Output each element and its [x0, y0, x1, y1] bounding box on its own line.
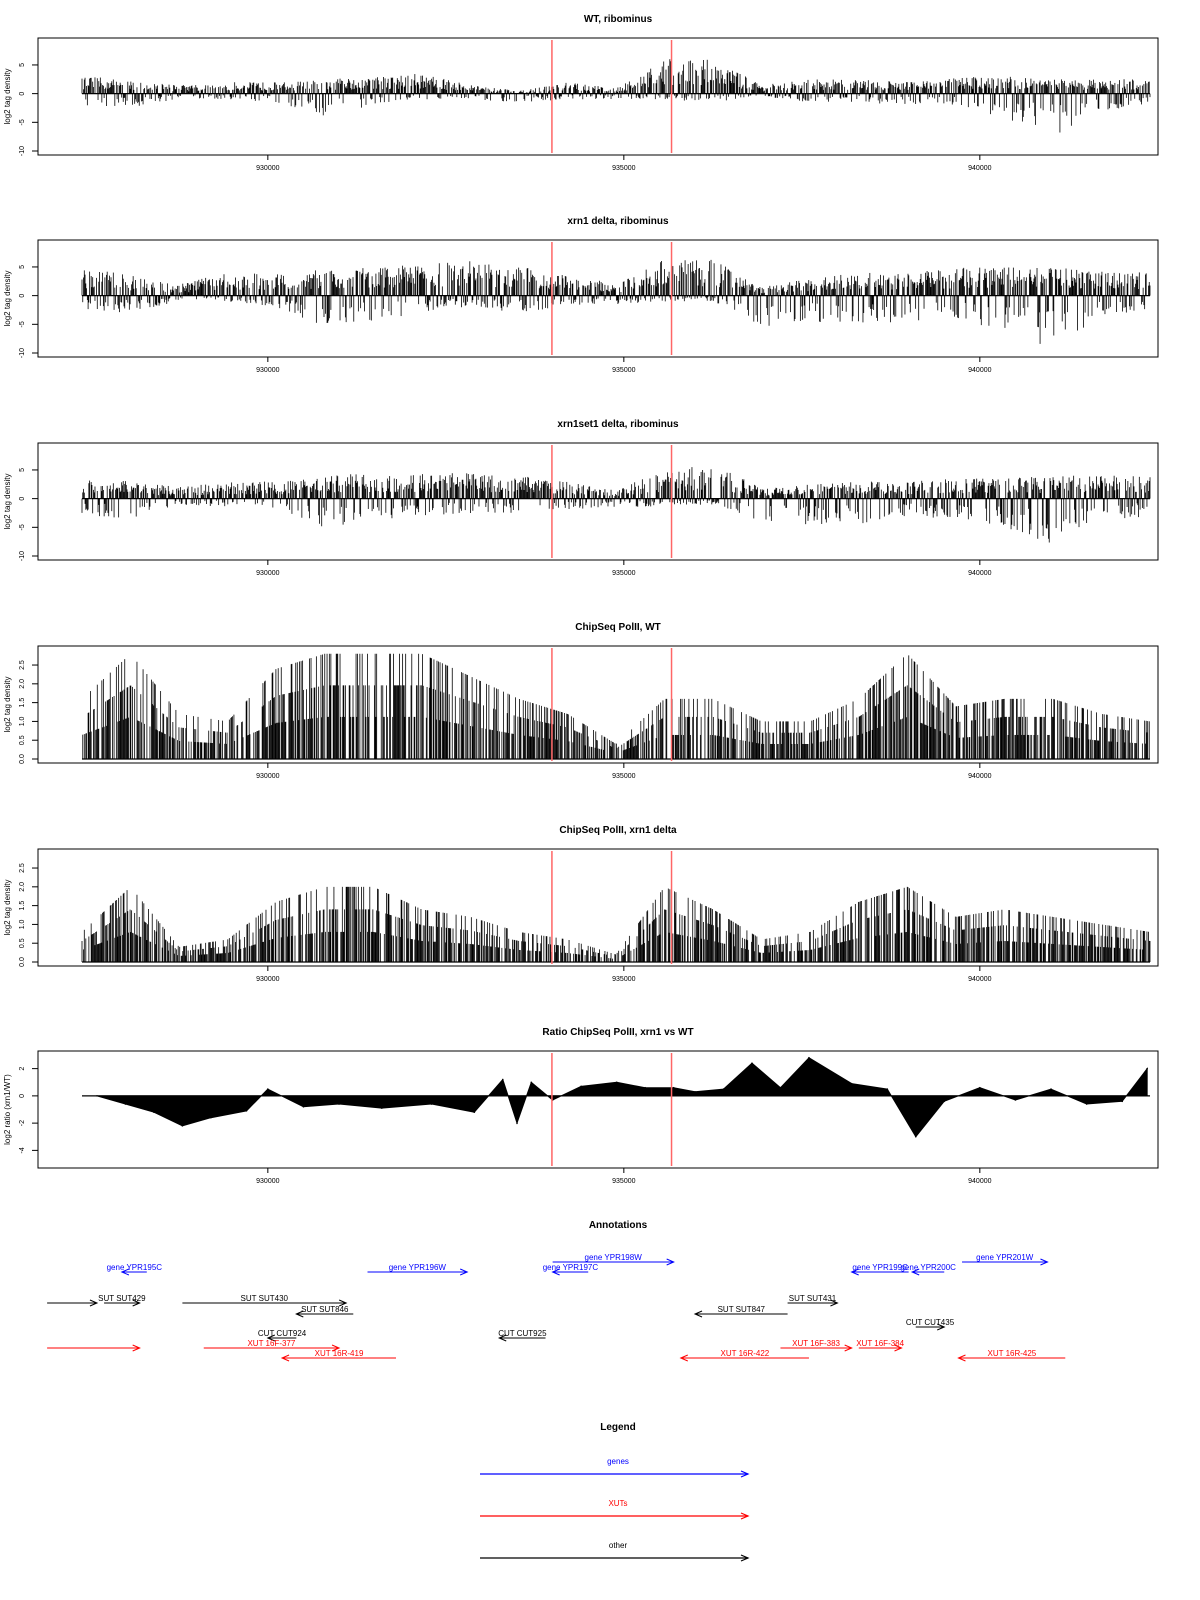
chart-title: ChipSeq PolII, WT [575, 622, 661, 633]
x-tick-label: 940000 [968, 367, 991, 374]
bar-series [81, 59, 1151, 133]
bar-series [81, 467, 1151, 543]
x-tick-label: 940000 [968, 165, 991, 172]
plot-frame [37, 442, 1159, 561]
x-tick-label: 935000 [612, 773, 635, 780]
x-tick-label: 930000 [256, 570, 279, 577]
y-tick-label: 5 [19, 63, 26, 67]
y-tick-label: 2.5 [19, 863, 26, 873]
y-tick-label: -5 [19, 321, 26, 327]
x-tick-label: 930000 [256, 976, 279, 983]
plot-frame [37, 37, 1159, 156]
chart-title: WT, ribominus [584, 14, 653, 25]
chart-panel-3: ChipSeq PolII, WT 0.0 0.5 1.0 1.5 2.0 2.5 log2 … [3, 622, 1159, 780]
y-axis-label: log2 tag density [3, 270, 12, 326]
y-tick-label: 1.0 [19, 919, 26, 929]
x-tick-label: 940000 [968, 976, 991, 983]
plot-frame [37, 645, 1159, 764]
y-tick-label: 0 [19, 497, 26, 501]
y-tick-label: -10 [19, 146, 26, 156]
x-tick-label: 930000 [256, 165, 279, 172]
y-tick-label: 0 [19, 92, 26, 96]
chart-panel-0: WT, ribominus -10 -5 0 5 log2 tag density 9300… [3, 14, 1159, 172]
y-axis-label: log2 tag density [3, 879, 12, 935]
x-tick-label: 935000 [612, 976, 635, 983]
chart-title: ChipSeq PolII, xrn1 delta [559, 825, 677, 836]
x-tick-label: 930000 [256, 773, 279, 780]
bar-series [82, 653, 1150, 759]
chart-title: xrn1 delta, ribominus [567, 216, 669, 227]
y-tick-label: 5 [19, 468, 26, 472]
chart-panel-2: xrn1set1 delta, ribominus -10 -5 0 5 log2 tag… [3, 419, 1159, 577]
y-tick-label: 0.5 [19, 735, 26, 745]
bar-series [81, 886, 1151, 962]
y-axis-label: log2 tag density [3, 473, 12, 529]
y-tick-label: -5 [19, 524, 26, 530]
plot-frame [37, 239, 1159, 358]
y-tick-label: 2.0 [19, 882, 26, 892]
x-tick-label: 935000 [612, 367, 635, 374]
y-tick-label: 1.5 [19, 698, 26, 708]
x-tick-label: 940000 [968, 570, 991, 577]
y-tick-label: 2.5 [19, 660, 26, 670]
y-tick-label: 0.0 [19, 754, 26, 764]
x-tick-label: 935000 [612, 165, 635, 172]
x-tick-label: 930000 [256, 367, 279, 374]
plot-frame [37, 848, 1159, 967]
y-axis-label: log2 tag density [3, 68, 12, 124]
y-tick-label: 2.0 [19, 679, 26, 689]
y-tick-label: 0 [19, 294, 26, 298]
y-tick-label: 0.0 [19, 957, 26, 967]
y-tick-label: -10 [19, 551, 26, 561]
y-tick-label: 1.5 [19, 901, 26, 911]
y-axis-label: log2 tag density [3, 676, 12, 732]
bar-series [81, 259, 1151, 344]
x-tick-label: 935000 [612, 570, 635, 577]
chart-panel-4: ChipSeq PolII, xrn1 delta 0.0 0.5 1.0 1.5 2.0… [3, 825, 1159, 983]
chart-panel-1: xrn1 delta, ribominus -10 -5 0 5 log2 tag den… [3, 216, 1159, 374]
y-tick-label: 0.5 [19, 938, 26, 948]
x-tick-label: 940000 [968, 773, 991, 780]
y-tick-label: 5 [19, 265, 26, 269]
chart-title: xrn1set1 delta, ribominus [557, 419, 679, 430]
y-tick-label: 1.0 [19, 716, 26, 726]
y-tick-label: -10 [19, 348, 26, 358]
y-tick-label: -5 [19, 119, 26, 125]
